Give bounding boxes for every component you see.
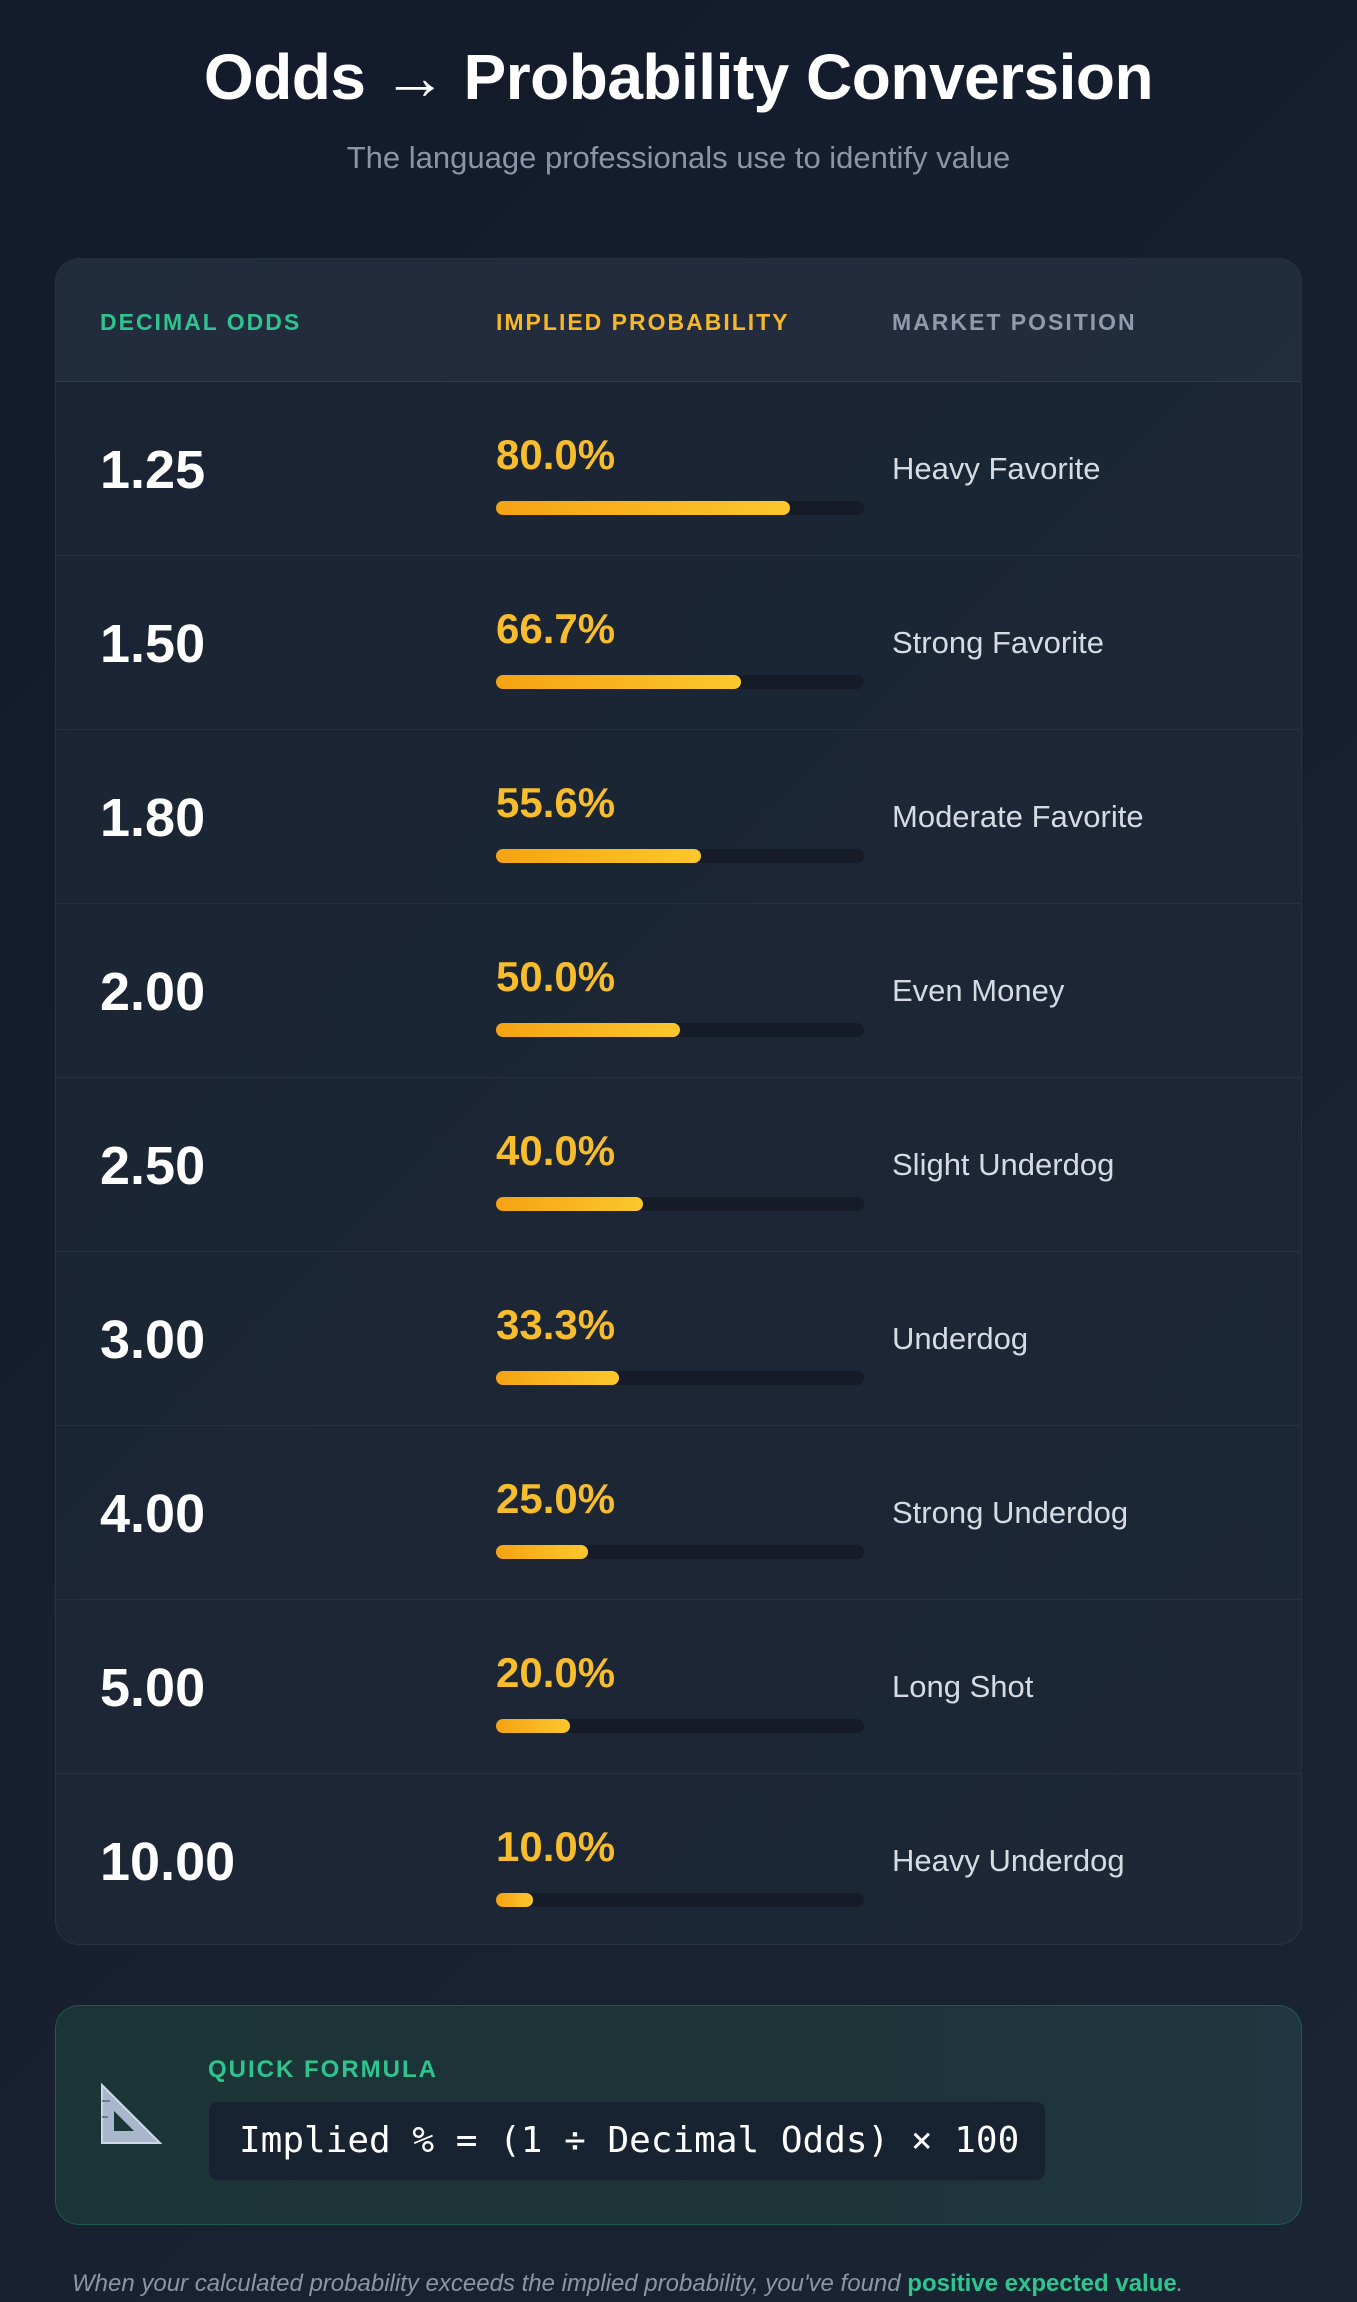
market-position-value: Strong Underdog xyxy=(892,1495,1129,1530)
market-position-value: Heavy Favorite xyxy=(892,451,1101,486)
probability-bar-track xyxy=(496,849,864,863)
decimal-odds-value: 2.50 xyxy=(100,1136,206,1196)
formula-box: Implied % = (1 ÷ Decimal Odds) × 100 xyxy=(208,2101,1046,2181)
probability-bar-fill xyxy=(496,1893,533,1907)
probability-bar-track xyxy=(496,675,864,689)
column-header-odds: DECIMAL ODDS xyxy=(100,309,302,335)
market-position-value: Long Shot xyxy=(892,1669,1034,1704)
formula-label: QUICK FORMULA xyxy=(208,2056,438,2083)
market-position-value: Even Money xyxy=(892,973,1065,1008)
probability-bar-fill xyxy=(496,675,742,689)
table-row: 1.50 66.7% Strong Favorite xyxy=(56,555,1301,730)
decimal-odds-value: 1.25 xyxy=(100,440,206,500)
table-row: 5.00 20.0% Long Shot xyxy=(56,1599,1301,1774)
table-row: 3.00 33.3% Underdog xyxy=(56,1251,1301,1426)
market-position-value: Strong Favorite xyxy=(892,625,1104,660)
page-title: Odds → Probability Conversion xyxy=(203,41,1154,113)
formula-expression: Implied % = (1 ÷ Decimal Odds) × 100 xyxy=(239,2120,1020,2161)
market-position-value: Slight Underdog xyxy=(892,1147,1115,1182)
table-row: 2.00 50.0% Even Money xyxy=(56,903,1301,1078)
decimal-odds-value: 3.00 xyxy=(100,1310,206,1370)
footnote-end: . xyxy=(1176,2270,1184,2297)
market-position-value: Underdog xyxy=(892,1321,1029,1356)
probability-bar-track xyxy=(496,1719,864,1733)
implied-probability-value: 40.0% xyxy=(496,1127,616,1174)
footnote: When your calculated probability exceeds… xyxy=(72,2270,1183,2298)
probability-bar-fill xyxy=(496,1545,588,1559)
decimal-odds-value: 1.80 xyxy=(100,788,206,848)
implied-probability-value: 66.7% xyxy=(496,605,616,652)
table-row: 1.25 80.0% Heavy Favorite xyxy=(56,381,1301,556)
page-subtitle: The language professionals use to identi… xyxy=(346,140,1011,175)
decimal-odds-value: 4.00 xyxy=(100,1484,206,1544)
probability-bar-track xyxy=(496,1545,864,1559)
implied-probability-value: 10.0% xyxy=(496,1823,616,1870)
decimal-odds-value: 2.00 xyxy=(100,962,206,1022)
table-row: 10.00 10.0% Heavy Underdog xyxy=(56,1773,1301,1944)
decimal-odds-value: 5.00 xyxy=(100,1658,206,1718)
implied-probability-value: 25.0% xyxy=(496,1475,616,1522)
probability-bar-track xyxy=(496,1371,864,1385)
footnote-highlight: positive expected value xyxy=(907,2270,1177,2297)
formula-card: QUICK FORMULA Implied % = (1 ÷ Decimal O… xyxy=(55,2005,1302,2225)
implied-probability-value: 55.6% xyxy=(496,779,616,826)
column-header-probability: IMPLIED PROBABILITY xyxy=(496,309,790,335)
footnote-text: When your calculated probability exceeds… xyxy=(72,2270,908,2297)
probability-bar-fill xyxy=(496,1197,644,1211)
probability-bar-track xyxy=(496,1197,864,1211)
table-row: 1.80 55.6% Moderate Favorite xyxy=(56,729,1301,904)
probability-bar-fill xyxy=(496,1371,619,1385)
probability-bar-track xyxy=(496,1893,864,1907)
probability-bar-track xyxy=(496,1023,864,1037)
probability-bar-fill xyxy=(496,1023,680,1037)
table-row: 4.00 25.0% Strong Underdog xyxy=(56,1425,1301,1600)
ruler-triangle-icon xyxy=(101,2082,163,2144)
probability-bar-fill xyxy=(496,849,701,863)
implied-probability-value: 33.3% xyxy=(496,1301,616,1348)
odds-table: DECIMAL ODDS IMPLIED PROBABILITY MARKET … xyxy=(55,258,1302,1945)
table-header: DECIMAL ODDS IMPLIED PROBABILITY MARKET … xyxy=(56,259,1301,382)
column-header-position: MARKET POSITION xyxy=(892,309,1137,335)
market-position-value: Heavy Underdog xyxy=(892,1843,1125,1878)
probability-bar-fill xyxy=(496,1719,570,1733)
probability-bar-track xyxy=(496,501,864,515)
implied-probability-value: 80.0% xyxy=(496,431,616,478)
market-position-value: Moderate Favorite xyxy=(892,799,1144,834)
implied-probability-value: 50.0% xyxy=(496,953,616,1000)
implied-probability-value: 20.0% xyxy=(496,1649,616,1696)
table-row: 2.50 40.0% Slight Underdog xyxy=(56,1077,1301,1252)
decimal-odds-value: 10.00 xyxy=(100,1832,236,1892)
decimal-odds-value: 1.50 xyxy=(100,614,206,674)
probability-bar-fill xyxy=(496,501,791,515)
